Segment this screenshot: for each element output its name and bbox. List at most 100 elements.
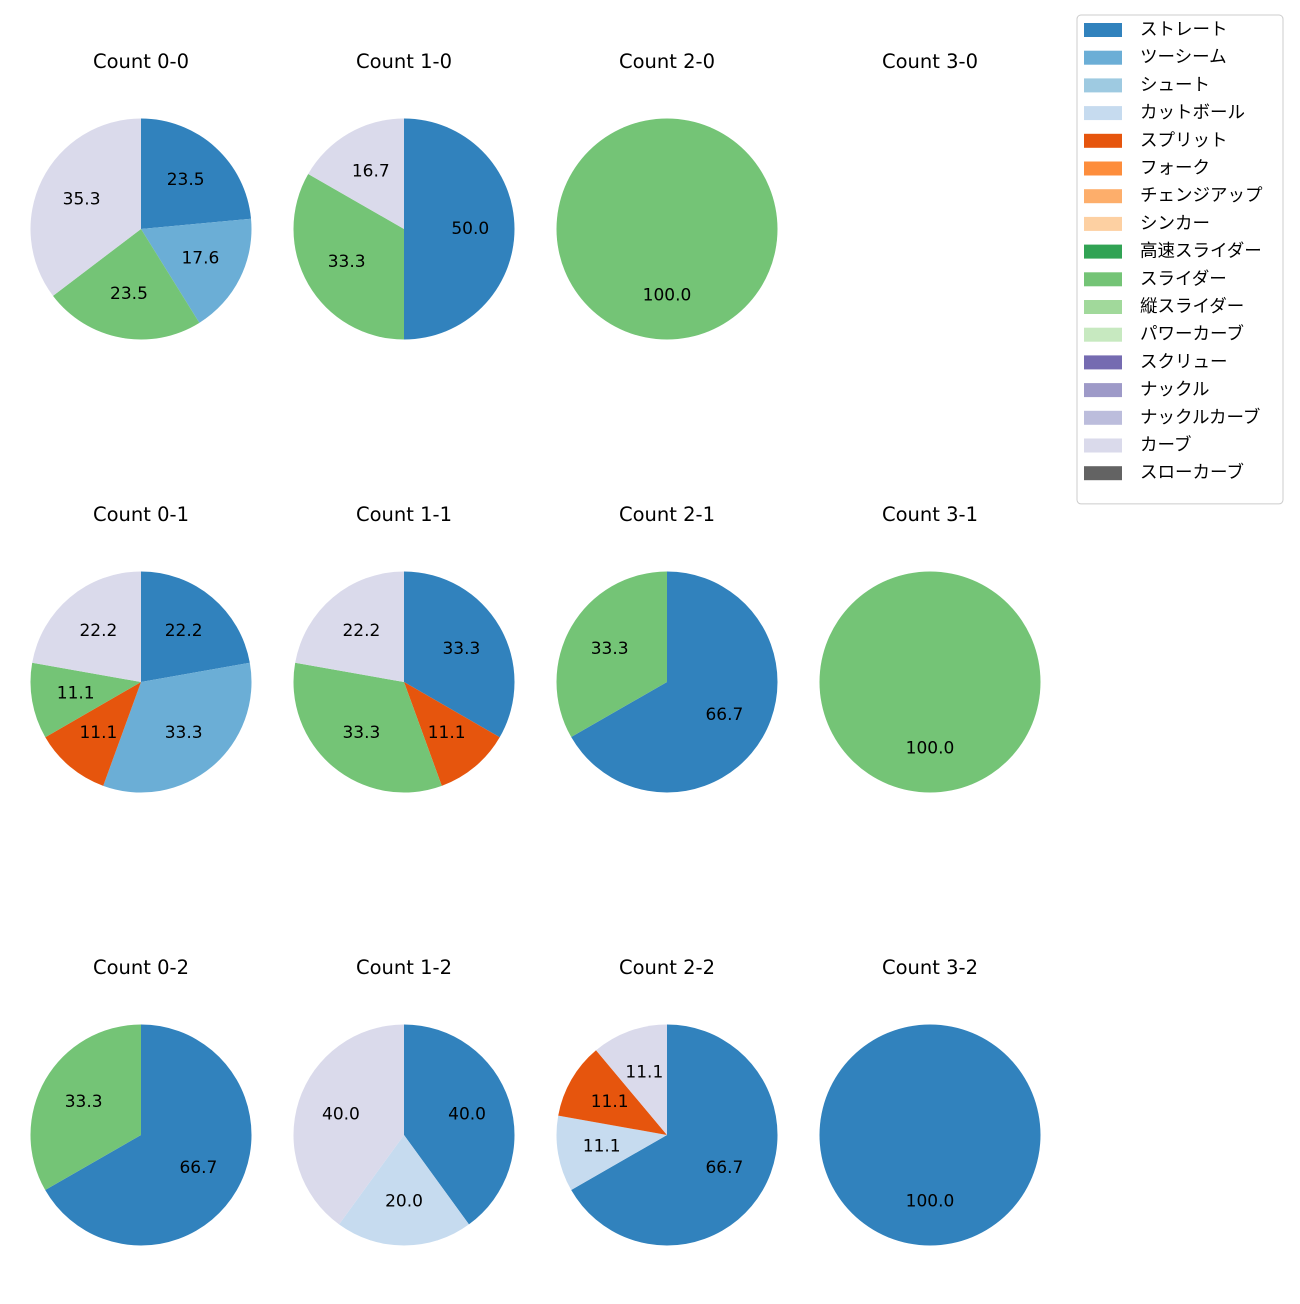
legend-swatch [1084, 50, 1122, 65]
pie-slice [404, 118, 515, 340]
pie-title: Count 2-1 [619, 503, 715, 526]
pie-count-3-0: Count 3-0 [882, 50, 978, 73]
pie-slice [45, 682, 141, 786]
legend-item: スローカーブ [1084, 462, 1244, 483]
legend-swatch [1084, 327, 1122, 342]
pie-count-0-1: Count 0-1 22.2 33.3 11.1 11.1 22.2 [30, 503, 252, 793]
pie-title: Count 1-1 [356, 503, 452, 526]
pie-slice [32, 571, 141, 682]
slice-label: 22.2 [79, 621, 117, 641]
legend-swatch [1084, 355, 1122, 370]
slice-label: 100.0 [906, 738, 955, 758]
pie-title: Count 0-0 [93, 50, 189, 73]
legend-frame [1076, 14, 1284, 505]
pie-title: Count 2-2 [619, 956, 715, 979]
pie-slice [558, 1050, 667, 1135]
slice-label: 22.2 [342, 621, 380, 641]
slice-label: 22.2 [165, 621, 203, 641]
slice-label: 11.1 [583, 1136, 621, 1156]
pie-count-2-0: Count 2-0 100.0 [556, 50, 778, 340]
legend-label: ストレート [1140, 20, 1228, 40]
pie-slice [571, 571, 778, 793]
legend-swatch [1084, 189, 1122, 204]
slice-label: 11.1 [79, 723, 117, 743]
legend-label: スクリュー [1140, 352, 1228, 372]
legend-item: スライダー [1084, 269, 1227, 289]
legend-item: ナックル [1084, 380, 1209, 400]
legend-label: 高速スライダー [1140, 242, 1262, 262]
slice-label: 40.0 [448, 1105, 486, 1125]
pie-title: Count 3-1 [882, 503, 978, 526]
pie-slice [52, 229, 200, 340]
pie-slice [30, 118, 142, 296]
pie-slice [819, 571, 1041, 793]
slice-label: 16.7 [352, 162, 390, 182]
slice-label: 100.0 [643, 285, 692, 305]
pie-slice [293, 1024, 404, 1225]
legend-swatch [1084, 23, 1122, 37]
pie-slice [556, 1115, 667, 1191]
legend-item: カーブ [1084, 435, 1191, 456]
legend-label: 縦スライダー [1140, 297, 1244, 317]
legend-item: パワーカーブ [1084, 324, 1244, 345]
pie-title: Count 2-0 [619, 50, 715, 73]
slice-label: 50.0 [451, 219, 489, 239]
pie-slice [404, 1024, 515, 1225]
pie-slice [141, 571, 250, 682]
slice-label: 33.3 [591, 639, 629, 659]
pie-title: Count 0-2 [93, 956, 189, 979]
slice-label: 66.7 [179, 1158, 217, 1178]
pie-slice [819, 1024, 1041, 1246]
pie-slice [295, 571, 404, 682]
pie-slice [103, 662, 252, 793]
legend-item: 縦スライダー [1084, 297, 1244, 317]
pie-count-0-0: Count 0-0 23.5 17.6 23.5 35.3 [30, 50, 252, 340]
pie-count-3-2: Count 3-2 100.0 [819, 956, 1041, 1246]
legend-swatch [1084, 438, 1122, 453]
pie-count-1-1: Count 1-1 33.3 11.1 33.3 22.2 [293, 503, 515, 793]
legend-swatch [1084, 410, 1122, 425]
legend-swatch [1084, 216, 1122, 231]
pie-slice [45, 1024, 252, 1246]
legend-item: シュート [1084, 75, 1210, 95]
slice-label: 33.3 [442, 639, 480, 659]
pie-slice [308, 118, 404, 229]
legend-swatch [1084, 161, 1122, 176]
pie-count-2-2: Count 2-2 66.7 11.1 11.1 11.1 [556, 956, 778, 1246]
pie-title: Count 0-1 [93, 503, 189, 526]
slice-label: 11.1 [57, 684, 95, 704]
legend-swatch [1084, 106, 1122, 121]
pie-count-2-1: Count 2-1 66.7 33.3 [556, 503, 778, 793]
legend-item: 高速スライダー [1084, 242, 1262, 262]
legend-label: チェンジアップ [1140, 186, 1263, 206]
legend-label: カットボール [1140, 103, 1245, 123]
pie-slice [339, 1135, 469, 1246]
pie-slice [556, 118, 778, 340]
pie-title: Count 3-2 [882, 956, 978, 979]
legend-swatch [1084, 272, 1122, 287]
legend-swatch [1084, 78, 1122, 93]
pie-slice [141, 118, 252, 229]
legend-item: ナックルカーブ [1084, 407, 1260, 428]
legend-swatch [1084, 133, 1122, 148]
legend-label: シュート [1140, 75, 1210, 95]
pie-slice [30, 1024, 142, 1191]
pie-title: Count 3-0 [882, 50, 978, 73]
pie-slice [556, 571, 667, 738]
legend-swatch [1084, 383, 1122, 398]
slice-label: 11.1 [428, 723, 466, 743]
pie-slice [404, 571, 515, 738]
legend-item: スクリュー [1084, 352, 1228, 372]
pie-title: Count 1-0 [356, 50, 452, 73]
pie-slice [293, 173, 404, 340]
pie-slice [141, 218, 252, 323]
legend-item: スプリット [1084, 131, 1228, 151]
pie-count-0-2: Count 0-2 66.7 33.3 [30, 956, 252, 1246]
slice-label: 40.0 [322, 1105, 360, 1125]
slice-label: 23.5 [110, 284, 148, 304]
legend-item: カットボール [1084, 103, 1245, 123]
legend-label: ナックル [1140, 380, 1209, 400]
legend-item: フォーク [1084, 159, 1210, 179]
pie-slice [404, 682, 500, 786]
